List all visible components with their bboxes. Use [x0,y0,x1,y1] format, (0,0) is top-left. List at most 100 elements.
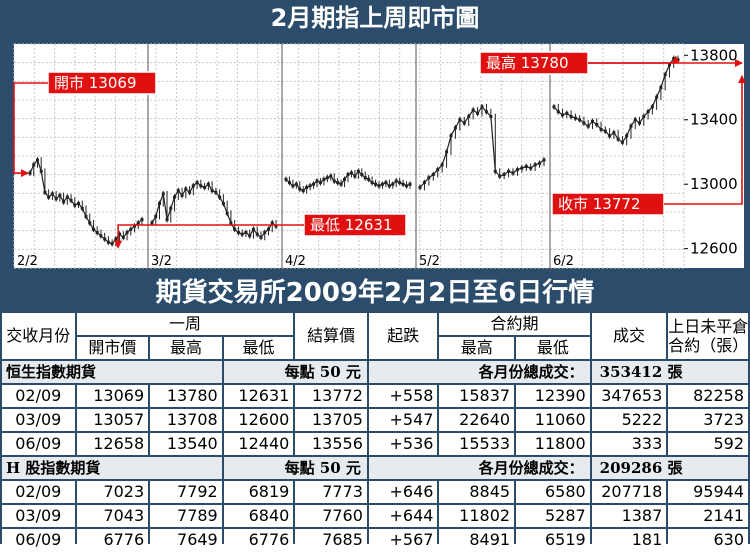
callout-label-open: 開市 13069 [54,74,137,92]
data-point [274,224,278,228]
intraday-chart: 13800 13400 13000 12600 2/2 3/2 4/2 5/2 6/2 開市 … [0,36,750,275]
section-total: 353412 張 [591,361,748,383]
data-point [346,173,350,177]
data-point [266,227,270,231]
data-point [418,185,422,189]
data-point [47,195,51,199]
data-point [318,181,322,185]
table-cell: 3723 [668,409,748,431]
data-point [633,118,637,122]
data-point [422,181,426,185]
data-point [39,169,43,173]
section-total-label: 各月份總成交： [368,457,590,479]
data-point [140,218,144,222]
data-point [191,184,195,188]
data-point [384,181,388,185]
data-point [255,232,259,236]
data-point [561,113,565,117]
data-point [467,115,471,119]
data-point [229,221,233,225]
data-point [158,202,162,206]
data-point [387,184,391,188]
table-cell: 347653 [591,385,667,407]
data-point [251,227,255,231]
data-point [312,182,316,186]
callout-label-close: 收市 13772 [558,195,641,213]
data-point [625,134,629,138]
quote-table: 交收月份 一周 結算價 起跌 合約期 成交 上日未平倉 合約（張） 開市價 最高… [0,311,750,553]
data-point [184,187,188,191]
data-point [620,140,624,144]
data-point [77,202,81,206]
table-cell: 13772 [295,385,367,407]
data-point [377,184,381,188]
header-contract: 合約期 [439,313,590,335]
data-point [529,166,533,170]
data-point [294,182,298,186]
cell-month: 02/09 [2,385,75,407]
data-point [329,174,333,178]
data-point [520,166,524,170]
data-point [95,231,99,235]
data-point [650,105,654,109]
data-point [218,195,222,199]
data-point [471,108,475,112]
data-point [462,121,466,125]
table-cell: 13540 [150,433,222,455]
data-point [284,177,288,181]
data-point [214,190,218,194]
data-point [590,119,594,123]
section-total: 209286 張 [591,457,748,479]
callout-arrow-close [664,75,746,205]
data-point [308,184,312,188]
header-open: 開市價 [76,337,149,359]
data-point [32,163,36,167]
table-cell: 7685 [295,529,367,551]
data-point [367,177,371,181]
data-point [436,168,440,172]
data-point [88,221,92,225]
data-point [380,182,384,186]
data-point [476,111,480,115]
header-row-2: 開市價 最高 最低 最高 最低 [2,337,748,359]
data-point [236,231,240,235]
data-point [493,169,497,173]
table-cell: 6776 [223,529,294,551]
callout-label-high: 最高 13780 [486,54,569,72]
table-cell: 7760 [295,505,367,527]
y-tick-label: 12600 [690,240,738,258]
data-point [370,181,374,185]
data-point [659,86,663,90]
data-point [176,189,180,193]
price-series [28,55,680,247]
data-point [360,173,364,177]
table-cell: 207718 [591,481,667,503]
x-tick-label: 3/2 [151,254,172,269]
y-tick-label: 13800 [690,46,738,64]
section-name: H 股指數期貨 [2,457,222,479]
y-axis-area [684,44,744,268]
data-point [298,187,302,191]
data-point [69,198,73,202]
data-point [629,124,633,128]
x-tick-label: 4/2 [285,254,306,269]
header-settle: 結算價 [295,313,367,359]
table-cell: 82258 [668,385,748,407]
table-cell: 12658 [76,433,149,455]
data-point [225,211,229,215]
data-point [125,231,129,235]
table-cell: +536 [368,433,438,455]
data-point [401,182,405,186]
data-point [339,182,343,186]
data-point [180,193,184,197]
cell-month: 06/09 [2,433,75,455]
data-point [363,176,367,180]
annotations: 開市 13069 最高 13780 最低 12631 收市 13772 [13,51,746,249]
data-point [449,134,453,138]
data-point [507,169,511,173]
data-point [136,221,140,225]
data-point [65,195,69,199]
quote-table-container: 交收月份 一周 結算價 起跌 合約期 成交 上日未平倉 合約（張） 開市價 最高… [0,311,750,551]
table-cell: 6840 [223,505,294,527]
data-point [524,164,528,168]
